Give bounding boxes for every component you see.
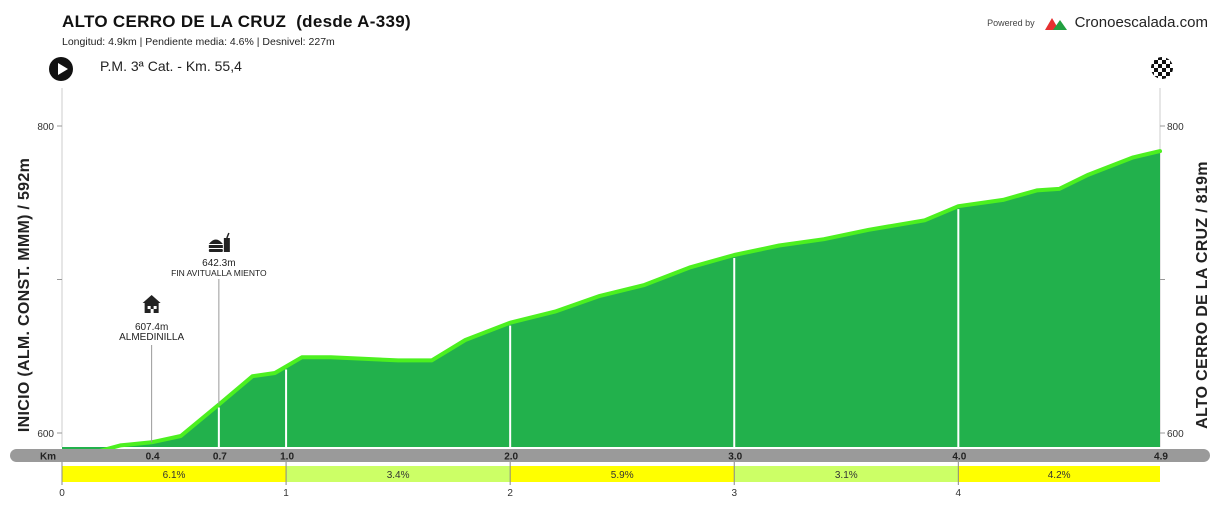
gradient-label: 6.1% <box>163 470 186 481</box>
profile-line <box>60 149 1162 457</box>
gradient-segment <box>510 466 735 482</box>
km-tick-label: 4.0 <box>952 452 966 463</box>
page-title: ALTO CERRO DE LA CRUZ (desde A-339) <box>62 12 411 31</box>
play-icon <box>49 57 73 81</box>
food-drink-icon <box>208 232 230 252</box>
gradient-segment <box>734 466 959 482</box>
brand-block[interactable]: Powered by Cronoescalada.com <box>987 14 1208 31</box>
category-label: P.M. 3ª Cat. - Km. 55,4 <box>100 58 242 74</box>
y-tick-label-left: 800 <box>37 122 54 133</box>
bottom-tick-label: 0 <box>59 488 65 499</box>
mountain-logo-icon <box>1044 17 1067 30</box>
km-tick-label: 3.0 <box>728 452 742 463</box>
gradient-label: 3.4% <box>387 470 410 481</box>
y-tick-label-right: 800 <box>1167 122 1184 133</box>
km-axis-title: Km <box>40 452 56 463</box>
km-tick-label: 1.0 <box>280 452 294 463</box>
gradient-segment <box>62 466 287 482</box>
bottom-tick-label: 2 <box>507 488 513 499</box>
km-tick-label: 0.4 <box>146 452 160 463</box>
bottom-tick-label: 1 <box>283 488 289 499</box>
checkered-flag-icon <box>1151 57 1173 79</box>
y-tick-label-right: 600 <box>1167 429 1184 440</box>
km-tick-label: 2.0 <box>504 452 518 463</box>
profile-area <box>62 151 1160 455</box>
y-tick-label-left: 600 <box>37 429 54 440</box>
gradient-label: 4.2% <box>1048 470 1071 481</box>
annotation-name: ALMEDINILLA <box>119 332 184 343</box>
km-tick-label: 0.7 <box>213 452 227 463</box>
powered-by-label: Powered by <box>987 17 1035 28</box>
annotation-name: FIN AVITUALLA MIENTO <box>171 268 267 278</box>
gradient-segment <box>958 466 1160 482</box>
climb-stats: Longitud: 4.9km | Pendiente media: 4.6% … <box>62 36 335 48</box>
km-axis-bar <box>10 449 1210 462</box>
village-icon <box>142 295 161 313</box>
gradient-label: 3.1% <box>835 470 858 481</box>
bottom-tick-label: 3 <box>731 488 737 499</box>
brand-name: Cronoescalada.com <box>1074 14 1208 31</box>
bottom-tick-label: 4 <box>956 488 962 499</box>
km-tick-label: 4.9 <box>1154 452 1168 463</box>
annotation-elevation: 607.4m <box>135 322 168 333</box>
gradient-segment <box>286 466 511 482</box>
gradient-label: 5.9% <box>611 470 634 481</box>
annotation-elevation: 642.3m <box>202 258 235 269</box>
